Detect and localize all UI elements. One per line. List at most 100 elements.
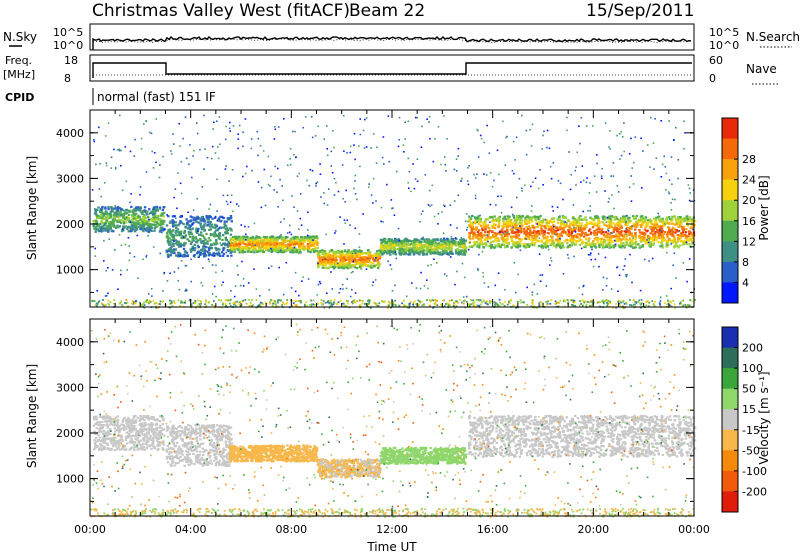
scatter-point <box>296 175 299 177</box>
data-cell <box>557 237 561 240</box>
data-cell <box>513 216 516 219</box>
data-cell <box>417 239 421 242</box>
scatter-point <box>434 138 436 140</box>
data-cell <box>505 229 509 232</box>
data-cell <box>605 224 608 227</box>
data-cell <box>218 248 221 251</box>
data-cell <box>317 261 320 264</box>
data-cell <box>176 228 180 231</box>
data-cell <box>665 218 669 221</box>
data-cell <box>598 244 601 247</box>
scatter-point <box>497 195 499 198</box>
scatter-point <box>319 173 322 175</box>
data-cell <box>213 232 216 236</box>
data-cell <box>340 250 344 253</box>
data-cell <box>678 234 682 237</box>
scatter-point <box>394 251 396 253</box>
data-cell <box>615 239 618 243</box>
scatter-point <box>506 135 508 138</box>
data-cell <box>422 249 426 252</box>
data-cell <box>372 258 375 261</box>
data-cell <box>213 216 217 219</box>
data-cell <box>634 235 637 238</box>
data-cell <box>618 237 622 240</box>
scatter-point <box>608 247 611 249</box>
data-cell <box>99 211 102 214</box>
data-cell <box>155 216 158 220</box>
data-cell <box>337 266 340 269</box>
data-cell <box>670 219 673 222</box>
data-cell <box>468 233 471 236</box>
data-cell <box>688 243 691 246</box>
data-cell <box>184 241 187 245</box>
data-cell <box>301 243 305 246</box>
data-cell <box>500 234 503 237</box>
data-cell <box>547 239 550 242</box>
data-cell <box>578 237 581 240</box>
data-cell <box>289 251 292 254</box>
data-cell <box>110 206 113 209</box>
data-cell <box>603 238 606 241</box>
data-cell <box>168 221 172 224</box>
data-cell <box>252 238 255 241</box>
data-cell <box>367 249 370 252</box>
data-cell <box>430 246 433 249</box>
data-cell <box>603 215 606 219</box>
data-cell <box>532 238 536 241</box>
data-cell <box>446 246 450 249</box>
scatter-point <box>225 138 227 141</box>
scatter-point <box>606 216 609 219</box>
data-cell <box>537 221 540 224</box>
scatter-point <box>530 210 533 213</box>
data-cell <box>479 219 482 222</box>
data-cell <box>259 239 263 242</box>
data-cell <box>580 222 583 225</box>
data-cell <box>110 222 113 225</box>
data-cell <box>116 224 119 227</box>
data-cell <box>212 242 216 245</box>
scatter-point <box>688 187 691 190</box>
data-cell <box>175 240 179 243</box>
data-cell <box>123 210 126 213</box>
noise-tick-top-left: 10^5 <box>53 26 83 39</box>
data-cell <box>481 236 484 239</box>
scatter-point <box>315 185 317 187</box>
data-cell <box>151 223 155 226</box>
data-cell <box>498 218 501 221</box>
data-cell <box>212 254 216 257</box>
data-cell <box>327 252 330 255</box>
data-cell <box>329 263 332 266</box>
data-cell <box>381 252 384 255</box>
scatter-point <box>387 260 389 263</box>
scatter-point <box>180 260 183 262</box>
data-cell <box>623 217 626 220</box>
data-cell <box>559 225 562 228</box>
data-cell <box>682 225 685 229</box>
data-cell <box>651 239 655 242</box>
data-cell <box>194 236 197 239</box>
data-cell <box>533 215 536 218</box>
data-cell <box>491 226 494 229</box>
scatter-point <box>359 133 362 136</box>
data-cell <box>500 225 504 228</box>
data-cell <box>626 221 630 224</box>
scatter-point <box>411 282 413 284</box>
data-cell <box>310 238 313 241</box>
data-cell <box>451 238 455 241</box>
data-cell <box>478 234 481 237</box>
scatter-point <box>283 118 285 120</box>
scatter-point <box>220 284 223 286</box>
data-cell <box>358 249 361 252</box>
data-cell <box>493 215 496 218</box>
data-cell <box>679 216 682 219</box>
data-cell <box>323 250 327 253</box>
data-cell <box>562 227 565 230</box>
data-cell <box>512 244 515 247</box>
scatter-point <box>139 193 141 196</box>
data-cell <box>267 241 270 244</box>
data-cell <box>649 245 652 248</box>
data-cell <box>290 242 294 245</box>
scatter-point <box>513 262 516 264</box>
data-cell <box>501 228 504 231</box>
data-cell <box>174 231 177 234</box>
